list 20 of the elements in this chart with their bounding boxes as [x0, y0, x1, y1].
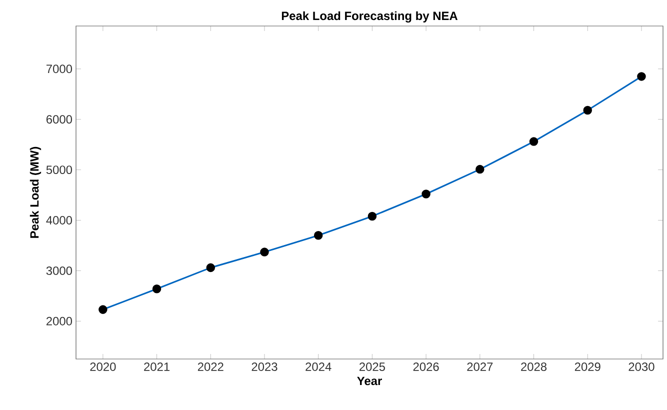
x-tick-label: 2028 — [521, 362, 547, 371]
y-tick-label: 4000 — [46, 216, 72, 224]
x-axis-title: Year — [357, 376, 382, 386]
x-tick-label: 2027 — [467, 362, 493, 371]
y-tick-label: 5000 — [46, 166, 72, 174]
x-tick-label: 2023 — [252, 362, 278, 371]
x-tick-label: 2020 — [90, 362, 116, 371]
y-tick-label: 7000 — [46, 64, 72, 74]
y-tick-label: 3000 — [46, 266, 72, 275]
x-tick-label: 2025 — [360, 362, 385, 371]
x-tick-label: 2030 — [628, 362, 654, 371]
x-tick-label: 2024 — [306, 362, 332, 371]
chart-title: Peak Load Forecasting by NEA — [282, 11, 458, 23]
x-tick-label: 2026 — [413, 362, 439, 371]
y-axis-title: Peak Load (MW) — [30, 146, 42, 238]
x-tick-label: 2029 — [574, 362, 600, 371]
x-tick-label: 2021 — [144, 362, 170, 371]
x-tick-label: 2022 — [198, 362, 224, 371]
y-tick-label: 6000 — [46, 115, 72, 124]
y-tick-label: 2000 — [46, 316, 72, 326]
